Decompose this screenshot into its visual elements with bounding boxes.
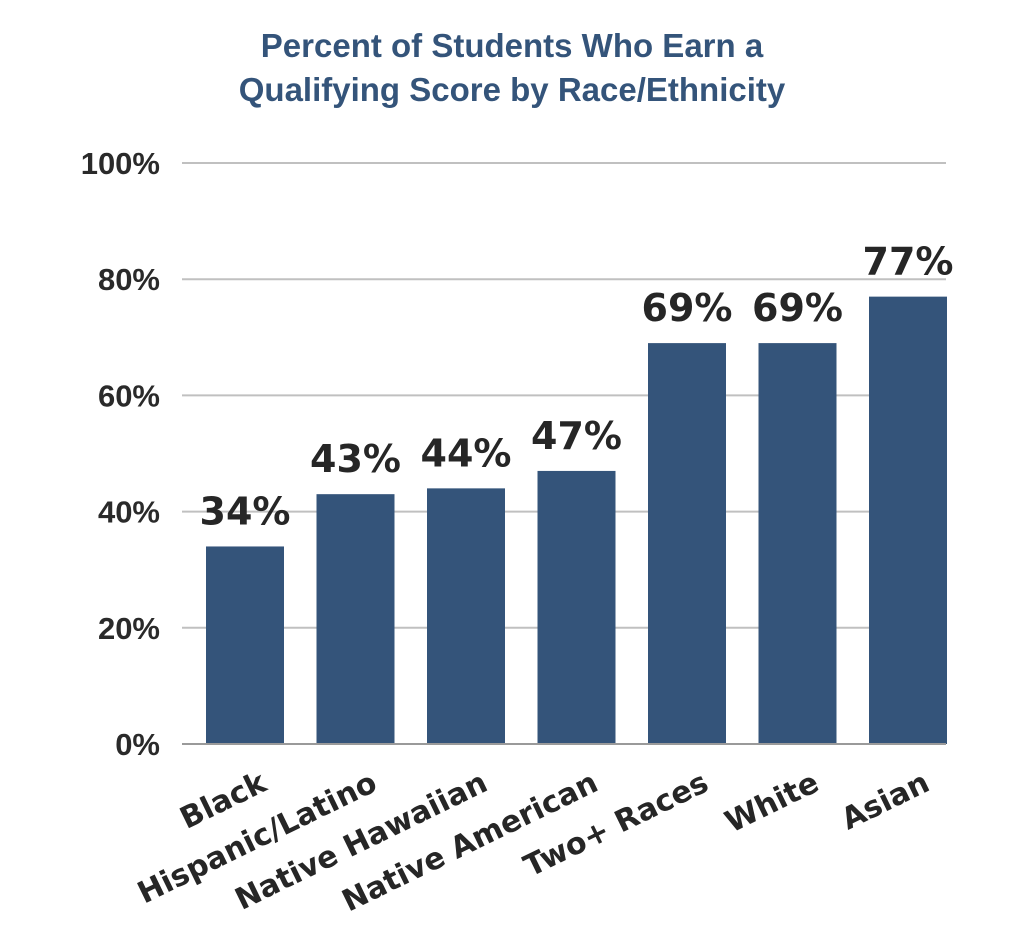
bar xyxy=(648,343,726,744)
bar-value-label: 34% xyxy=(200,489,291,533)
bar-value-label: 77% xyxy=(863,240,954,284)
category-label: Asian xyxy=(836,765,935,837)
bar xyxy=(206,546,284,744)
y-tick-label: 0% xyxy=(115,727,160,762)
y-tick-label: 20% xyxy=(98,611,160,646)
y-tick-label: 80% xyxy=(98,262,160,297)
chart-title-line-2: Qualifying Score by Race/Ethnicity xyxy=(238,71,786,108)
chart-title: Percent of Students Who Earn a Qualifyin… xyxy=(0,24,1024,112)
bar xyxy=(537,470,616,744)
bar xyxy=(316,494,395,744)
bar xyxy=(758,343,837,744)
y-axis: 0% 20% 40% 60% 80% 100% xyxy=(81,146,160,762)
y-tick-label: 60% xyxy=(98,378,160,413)
bar-value-label: 69% xyxy=(752,286,843,330)
bars xyxy=(206,296,947,744)
category-label: White xyxy=(720,765,825,840)
bar-value-label: 69% xyxy=(642,286,733,330)
y-tick-label: 100% xyxy=(81,146,160,181)
chart-title-line-1: Percent of Students Who Earn a xyxy=(260,27,764,64)
bar-value-label: 44% xyxy=(421,431,512,475)
category-label: Two+ Races xyxy=(519,765,714,884)
value-labels: 34% 43% 44% 47% 69% 69% 77% xyxy=(200,240,954,534)
bar xyxy=(869,296,947,744)
bar-value-label: 47% xyxy=(531,414,622,458)
bar xyxy=(427,488,505,744)
y-tick-label: 40% xyxy=(98,495,160,530)
bar-value-label: 43% xyxy=(310,437,401,481)
